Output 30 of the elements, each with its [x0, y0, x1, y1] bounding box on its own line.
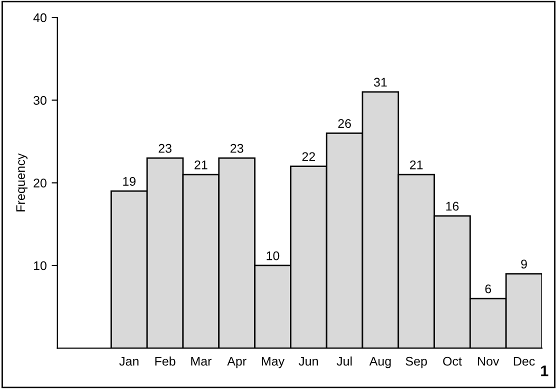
x-tick-label: Oct: [443, 356, 462, 366]
y-tick-label: 40: [33, 13, 46, 22]
x-tick-label: Sep: [406, 356, 427, 368]
x-tick-label: Apr: [227, 356, 246, 368]
x-tick-label: Aug: [369, 356, 391, 368]
x-tick-label: Dec: [514, 356, 535, 366]
data-label: 10: [266, 251, 280, 260]
x-tick-label: Mar: [191, 356, 212, 366]
data-label: 22: [302, 152, 315, 161]
data-label: 23: [230, 144, 244, 153]
data-label: 21: [410, 160, 423, 170]
y-tick-label: 20: [34, 178, 46, 188]
data-label: 21: [194, 160, 208, 170]
x-tick-label: May: [262, 356, 285, 368]
data-label: 9: [521, 260, 527, 269]
x-tick-label: Jun: [298, 356, 318, 366]
text: 1: [541, 366, 548, 376]
data-label: 23: [158, 144, 172, 153]
x-tick-label: Nov: [478, 356, 500, 366]
data-label: 31: [374, 78, 387, 87]
data-label: 26: [338, 119, 351, 128]
data-label: 19: [123, 176, 136, 186]
y-tick-label: 30: [34, 96, 46, 105]
x-tick-label: Jul: [336, 356, 352, 366]
data-label: 6: [485, 284, 492, 294]
x-tick-label: Feb: [155, 356, 176, 366]
data-label: 16: [446, 202, 459, 211]
y-tick-label: 10: [34, 261, 46, 270]
x-tick-label: Jan: [119, 356, 138, 366]
y-axis-title: Frequency: [16, 153, 28, 212]
